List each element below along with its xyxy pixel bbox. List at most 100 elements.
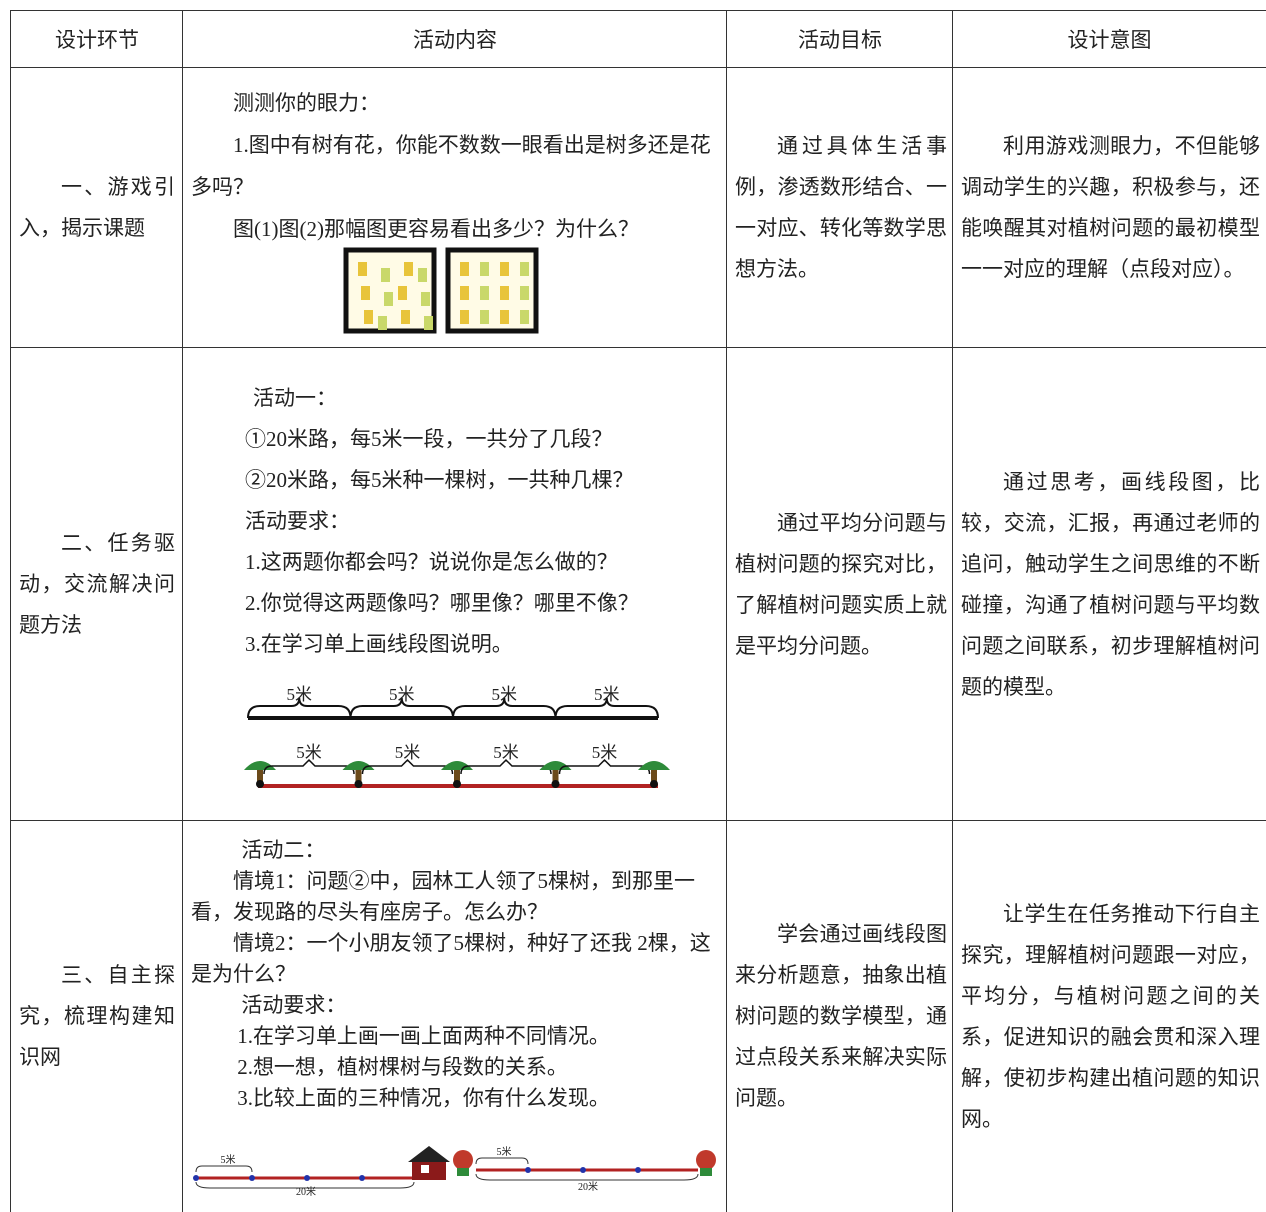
brace	[195, 1165, 253, 1173]
house-window	[421, 1165, 429, 1173]
tree-trunk	[651, 768, 657, 786]
picture-icon	[520, 262, 529, 276]
tree-dot	[256, 780, 264, 788]
picture-icon	[480, 262, 489, 276]
picture-icon	[500, 262, 509, 276]
picture-icon	[361, 286, 370, 300]
tree-dot	[525, 1167, 531, 1173]
tree-dot	[354, 780, 363, 788]
brace	[558, 758, 651, 775]
diagram-label: 5米	[594, 685, 620, 704]
flower	[696, 1150, 716, 1170]
tree-trunk	[552, 768, 559, 786]
goal-cell: 学会通过画线段图来分析题意，抽象出植树问题的数学模型，通过点段关系来解决实际问题…	[726, 820, 953, 1212]
brace	[475, 1157, 529, 1165]
header-text: 设计意图	[1067, 28, 1152, 52]
content-cell: 活动二： 情境1：问题②中，园林工人领了5棵树，到那里一看，发现路的尽头有座房子。…	[182, 820, 727, 1212]
content-line: 1.在学习单上画一画上面两种不同情况。	[237, 1024, 610, 1048]
picture-icon	[358, 262, 367, 276]
brace	[460, 758, 552, 775]
diagram-label: 5米	[592, 743, 618, 762]
diagram-label: 5米	[497, 1145, 512, 1158]
brace	[247, 697, 352, 719]
diagram-label: 5米	[492, 685, 518, 704]
picture-icon	[460, 310, 469, 324]
content-cell: 活动一： ①20米路，每5米一段，一共分了几段？ ②20米路，每5米种一棵树，一共种…	[182, 347, 727, 821]
diagram-label: 5米	[389, 685, 415, 704]
content-line: 2.你觉得这两题像吗？哪里像？哪里不像？	[245, 591, 639, 615]
tree-crown	[342, 761, 375, 770]
stage-text: 二、任务驱动，交流解决问题方法	[19, 531, 175, 637]
flower	[453, 1150, 473, 1170]
intent-cell: 利用游戏测眼力，不但能够调动学生的兴趣，积极参与，还能唤醒其对植树问题的最初模型…	[952, 67, 1266, 348]
goal-cell: 通过具体生活事例，渗透数形结合、一一对应、转化等数学思想方法。	[726, 67, 953, 348]
tree-dot	[453, 780, 461, 788]
stage-cell: 二、任务驱动，交流解决问题方法	[10, 347, 183, 821]
diagram-label: 5米	[493, 743, 519, 762]
content-line: 1.这两题你都会吗？说说你是怎么做的？	[245, 550, 618, 574]
picture-icon	[401, 310, 410, 324]
stage-cell: 三、自主探究，梳理构建知识网	[10, 820, 183, 1212]
tree-trunk	[257, 768, 263, 786]
goal-text: 通过具体生活事例，渗透数形结合、一一对应、转化等数学思想方法。	[735, 134, 947, 281]
tree-dot	[249, 1175, 255, 1181]
picture-icon	[424, 316, 433, 330]
flower-pot	[700, 1168, 712, 1176]
picture-icon	[520, 310, 529, 324]
intent-text: 让学生在任务推动下行自主探究，理解植树问题跟一对应，平均分，与植树问题之间的关系…	[961, 901, 1260, 1131]
header-text: 活动内容	[413, 28, 497, 52]
diagram-label: 5米	[296, 743, 322, 762]
picture-icon	[460, 262, 469, 276]
tree-crown	[638, 761, 670, 770]
goal-cell: 通过平均分问题与植树问题的探究对比，了解植树问题实质上就是平均分问题。	[726, 347, 953, 821]
tree-dot	[580, 1167, 586, 1173]
content-line: 3.比较上面的三种情况，你有什么发现。	[237, 1086, 610, 1110]
tree-dot	[193, 1175, 199, 1181]
picture-icon	[480, 310, 489, 324]
stage-text: 一、游戏引入，揭示课题	[19, 175, 175, 240]
picture-icon	[500, 310, 509, 324]
tree-dot	[551, 780, 560, 788]
picture-icon	[384, 292, 393, 306]
picture-icon	[480, 286, 489, 300]
tree-dot	[304, 1175, 310, 1181]
header-text: 活动目标	[798, 28, 882, 52]
stage-text: 三、自主探究，梳理构建知识网	[19, 963, 175, 1069]
goal-text: 通过平均分问题与植树问题的探究对比，了解植树问题实质上就是平均分问题。	[735, 510, 947, 658]
flower-pot	[457, 1168, 469, 1176]
brace	[475, 1173, 699, 1181]
content-line: 活动二：	[241, 838, 326, 862]
header-text: 设计环节	[55, 28, 139, 52]
tree-trunk	[355, 768, 362, 786]
brace	[195, 1181, 415, 1189]
picture-icon	[381, 268, 390, 282]
content-line: 情境1：问题②中，园林工人领了5棵树，到那里一看，发现路的尽头有座房子。怎么办？	[191, 869, 695, 924]
brace	[361, 758, 454, 775]
picture-icon	[398, 286, 407, 300]
tree-dot	[635, 1167, 641, 1173]
content-line: 2.想一想，植树棵树与段数的关系。	[237, 1055, 568, 1079]
picture-icon	[421, 292, 430, 306]
brace	[263, 758, 355, 775]
goal-text: 学会通过画线段图来分析题意，抽象出植树问题的数学模型，通过点段关系来解决实际问题…	[735, 922, 947, 1110]
picture-icon	[404, 262, 413, 276]
content-line: ②20米路，每5米种一棵树，一共种几棵？	[245, 468, 634, 492]
diagram-label: 5米	[395, 743, 421, 762]
intent-cell: 通过思考，画线段图，比较，交流，汇报，再通过老师的追问，触动学生之间思维的不断碰…	[952, 347, 1266, 821]
intent-text: 通过思考，画线段图，比较，交流，汇报，再通过老师的追问，触动学生之间思维的不断碰…	[961, 469, 1260, 699]
content-line: ①20米路，每5米一段，一共分了几段？	[245, 427, 613, 451]
content-line: 情境2：一个小朋友领了5棵树，种好了还我 2棵，这是为什么？	[191, 931, 711, 986]
content-line: 活动一：	[253, 386, 337, 410]
diagram-label: 5米	[221, 1153, 236, 1166]
stage-cell: 一、游戏引入，揭示课题	[10, 67, 183, 348]
brace	[452, 697, 557, 719]
tree-dot	[650, 780, 658, 788]
content-line: 测测你的眼力：	[233, 91, 380, 115]
picture-icon	[378, 316, 387, 330]
brace	[349, 697, 454, 719]
house-roof	[408, 1146, 450, 1162]
tree-dot	[359, 1175, 365, 1181]
content-line: 3.在学习单上画线段图说明。	[245, 632, 513, 656]
content-line: 1.图中有树有花，你能不数数一眼看出是树多还是花多吗？	[191, 133, 711, 199]
